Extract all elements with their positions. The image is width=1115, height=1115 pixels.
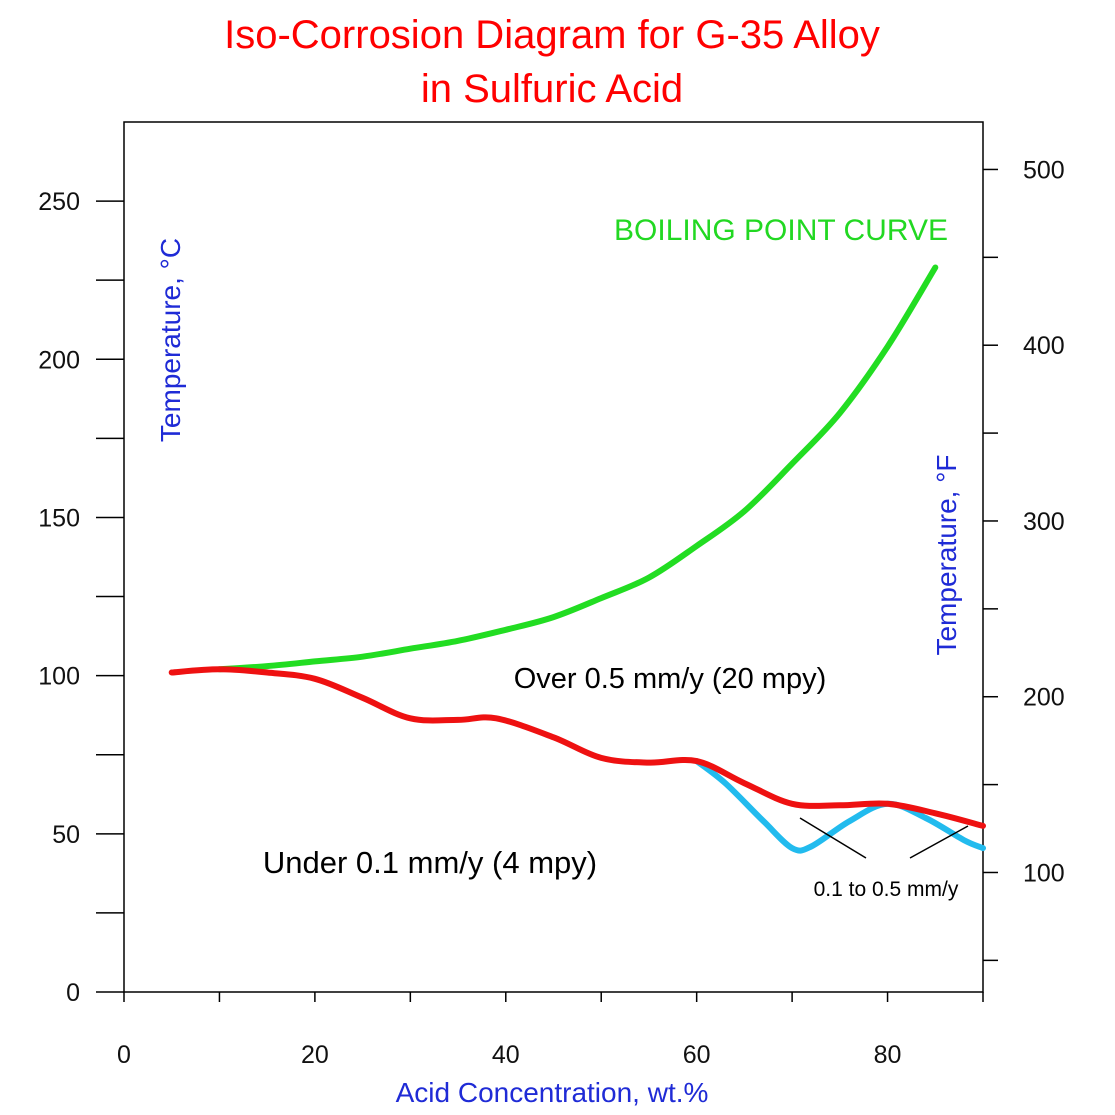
middle-label-leader-left [799,817,867,859]
x-tick-label: 0 [117,1041,131,1069]
y-tick-label: 150 [38,504,80,532]
over-region-label: Over 0.5 mm/y (20 mpy) [514,663,827,695]
middle-region-label: 0.1 to 0.5 mm/y [814,878,959,901]
plot-frame [123,121,984,993]
iso-curve-0-5-mm-y [168,666,986,829]
boiling-point-curve [216,264,939,673]
y-tick-label: 50 [52,821,80,849]
x-tick-label: 80 [874,1041,902,1069]
y-axis-label-fahrenheit: Temperature, °F [931,454,962,655]
y-axis-label-celsius: Temperature, °C [155,238,186,442]
y-tick-label: 200 [38,346,80,374]
y-tick-label: 0 [66,979,80,1007]
middle-label-leader-right [909,825,969,859]
y2-tick-label: 200 [1023,684,1065,712]
y2-tick-label: 300 [1023,508,1065,536]
y2-tick-label: 100 [1023,859,1065,887]
x-tick-label: 60 [683,1041,711,1069]
under-region-label: Under 0.1 mm/y (4 mpy) [263,845,597,880]
y-tick-label: 100 [38,663,80,691]
y2-tick-label: 500 [1023,156,1065,184]
series-layer [168,264,986,854]
y-tick-label: 250 [38,188,80,216]
chart-title-line-1: Iso-Corrosion Diagram for G-35 Alloy [224,13,880,57]
chart-title-line-2: in Sulfuric Acid [421,67,683,111]
x-tick-label: 20 [301,1041,329,1069]
axes-layer: 0 20 40 60 80 0 50 100 150 200 250 100 200 300 400 500 [38,156,1064,1069]
x-tick-label: 40 [492,1041,520,1069]
x-axis-label: Acid Concentration, wt.% [396,1077,709,1108]
boiling-point-curve-label: BOILING POINT CURVE [614,214,948,247]
y2-tick-label: 400 [1023,332,1065,360]
